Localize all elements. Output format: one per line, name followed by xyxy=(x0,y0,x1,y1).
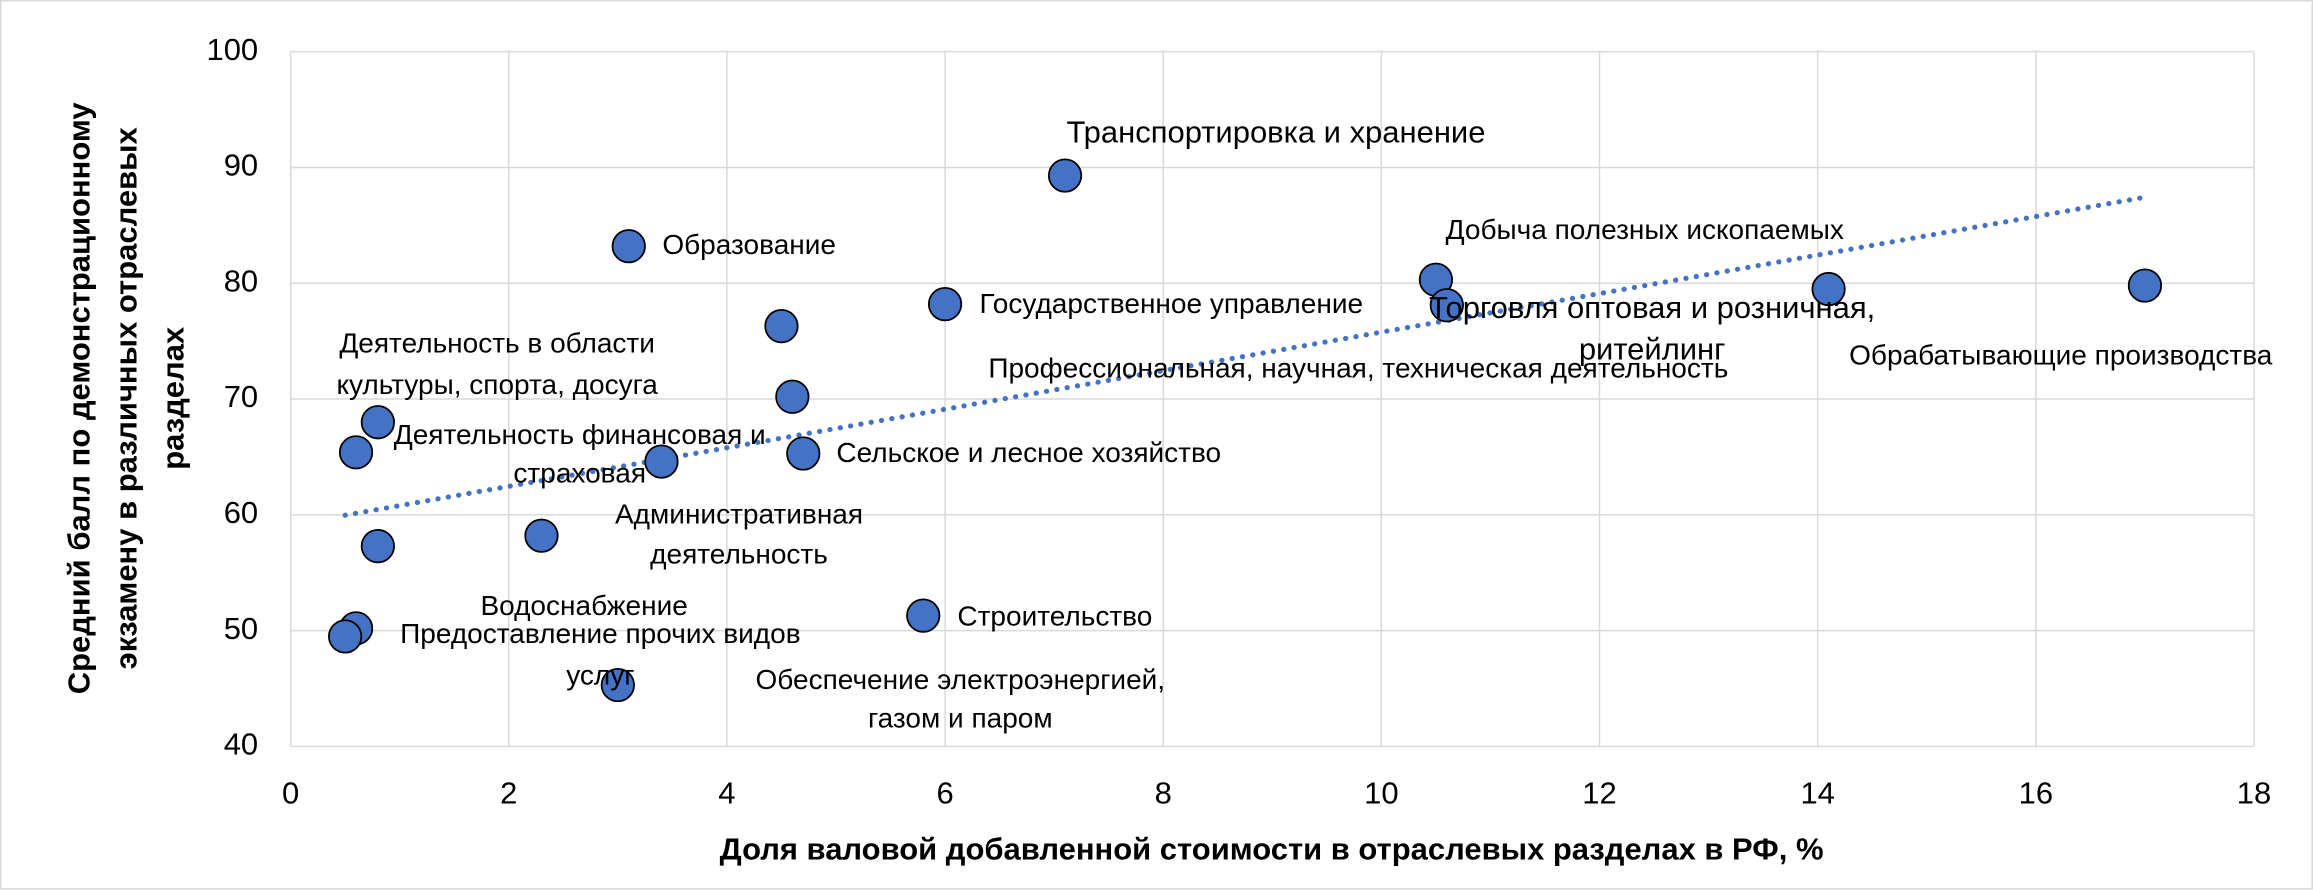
point-label: Деятельность в области xyxy=(339,328,655,359)
point xyxy=(786,436,821,471)
y-tick-label: 50 xyxy=(224,611,258,646)
point-label: Предоставление прочих видов xyxy=(400,618,800,649)
point xyxy=(1811,271,1846,307)
x-tick-label: 18 xyxy=(2237,775,2271,810)
point-label: Торговля оптовая и розничная, xyxy=(1429,290,1875,325)
point-label: Профессиональная, научная, техническая д… xyxy=(988,353,1728,384)
point-label: Строительство xyxy=(957,601,1152,632)
point xyxy=(611,229,646,264)
x-tick-label: 16 xyxy=(2019,775,2053,810)
point-label: Водоснабжение xyxy=(480,590,687,621)
point-label: Транспортировка и хранение xyxy=(1066,114,1485,149)
y-tick-label: 70 xyxy=(224,379,258,414)
x-axis-title: Доля валовой добавленной стоимости в отр… xyxy=(720,831,1824,866)
point-label: ритейлинг xyxy=(1579,331,1726,366)
point-label: Обеспечение электроэнергией, xyxy=(756,664,1166,695)
point xyxy=(1047,158,1083,193)
point xyxy=(764,308,799,344)
point-label: деятельность xyxy=(650,539,828,570)
x-tick-label: 10 xyxy=(1364,775,1398,810)
y-tick-label: 40 xyxy=(224,727,258,762)
point xyxy=(600,667,635,703)
point-label: страховая xyxy=(513,457,646,488)
x-tick-label: 2 xyxy=(500,775,517,810)
y-tick-label: 80 xyxy=(224,263,258,298)
point-label: Образование xyxy=(662,229,836,260)
x-tick-label: 12 xyxy=(1582,775,1616,810)
point-label: Добыча полезных ископаемых xyxy=(1446,214,1844,245)
point xyxy=(644,444,679,479)
point xyxy=(524,518,559,553)
point xyxy=(775,379,810,414)
point xyxy=(927,286,963,322)
point xyxy=(328,619,363,654)
x-tick-label: 8 xyxy=(1155,775,1172,810)
x-tick-label: 0 xyxy=(282,775,299,810)
point xyxy=(906,598,941,633)
point xyxy=(2127,268,2163,303)
point xyxy=(1429,288,1464,323)
point-label: газом и паром xyxy=(868,702,1053,733)
point-label: Государственное управление xyxy=(979,288,1363,319)
x-tick-label: 4 xyxy=(718,775,735,810)
point xyxy=(360,405,395,440)
point-label: Административная xyxy=(615,499,863,530)
point-label: Обрабатывающие производства xyxy=(1849,339,2273,370)
x-tick-label: 6 xyxy=(936,775,953,810)
point-label: Деятельность финансовая и xyxy=(394,419,766,450)
point-label: Сельское и лесное хозяйство xyxy=(836,437,1221,468)
point-label: услуг xyxy=(566,660,634,691)
x-tick-label: 14 xyxy=(1800,775,1834,810)
y-tick-label: 60 xyxy=(224,495,258,530)
y-tick-label: 100 xyxy=(206,32,258,67)
point xyxy=(338,435,374,470)
y-tick-label: 90 xyxy=(224,148,258,183)
y-axis-title: экзамену в различных отраслевых xyxy=(109,127,144,669)
point-label: культуры, спорта, досуга xyxy=(336,369,658,400)
point xyxy=(360,529,395,564)
y-axis-title: Средний балл по демонстрационному xyxy=(61,102,96,695)
y-axis-title: разделах xyxy=(156,327,191,470)
